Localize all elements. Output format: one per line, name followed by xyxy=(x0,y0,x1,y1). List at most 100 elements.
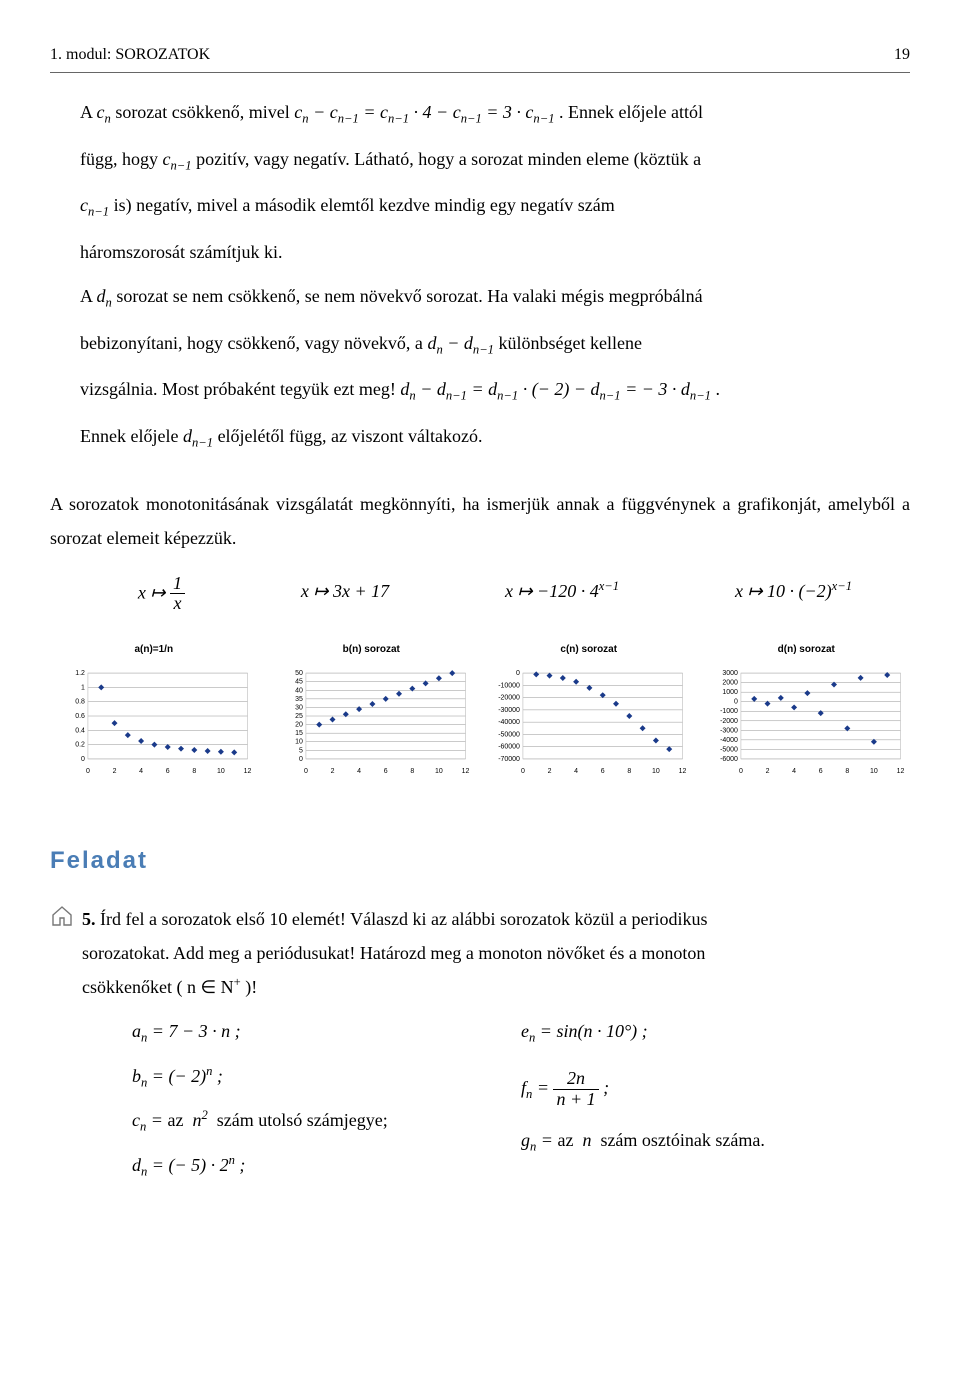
header-pagenum: 19 xyxy=(894,40,910,70)
text: . Ennek előjele attól xyxy=(559,102,703,122)
svg-text:0: 0 xyxy=(81,756,85,763)
svg-text:2: 2 xyxy=(765,768,769,775)
svg-text:10: 10 xyxy=(652,768,660,775)
svg-text:8: 8 xyxy=(410,768,414,775)
svg-text:10: 10 xyxy=(870,768,878,775)
text: függ, hogy xyxy=(80,149,163,169)
svg-text:-30000: -30000 xyxy=(498,707,520,714)
text: A xyxy=(80,286,97,306)
text: pozitív, vagy negatív. Látható, hogy a s… xyxy=(196,149,701,169)
page-header: 1. modul: SOROZATOK 19 xyxy=(50,40,910,73)
seq-d: dn = (− 5) · 2n ; xyxy=(132,1148,521,1185)
svg-text:0: 0 xyxy=(521,768,525,775)
svg-text:-10000: -10000 xyxy=(498,683,520,690)
svg-text:6: 6 xyxy=(383,768,387,775)
text: Ennek előjele xyxy=(80,426,183,446)
text: bebizonyítani, hogy csökkenő, vagy növek… xyxy=(80,333,427,353)
chart-c-svg: -70000-60000-50000-40000-30000-20000-100… xyxy=(489,667,689,777)
seq-b: bn = (− 2)n ; xyxy=(132,1059,521,1096)
text: + xyxy=(234,975,241,989)
svg-text:12: 12 xyxy=(461,768,469,775)
svg-text:-20000: -20000 xyxy=(498,695,520,702)
svg-text:2: 2 xyxy=(330,768,334,775)
svg-text:2: 2 xyxy=(548,768,552,775)
svg-text:-2000: -2000 xyxy=(720,718,738,725)
svg-text:-1000: -1000 xyxy=(720,708,738,715)
seq-a: an = 7 − 3 · n ; xyxy=(132,1014,521,1051)
chart-d-svg: -6000-5000-4000-3000-2000-10000100020003… xyxy=(707,667,907,777)
svg-text:6: 6 xyxy=(601,768,605,775)
svg-text:8: 8 xyxy=(845,768,849,775)
svg-text:-50000: -50000 xyxy=(498,732,520,739)
solution-text: A cn sorozat csökkenő, mivel cn − cn−1 =… xyxy=(80,95,910,455)
formula-3: x ↦ −120 · 4x−1 xyxy=(505,574,619,615)
svg-text:15: 15 xyxy=(295,730,303,737)
svg-text:10: 10 xyxy=(295,739,303,746)
svg-text:0: 0 xyxy=(299,756,303,763)
task-5: 5. Írd fel a sorozatok első 10 elemét! V… xyxy=(50,902,910,1193)
text: sorozat se nem csökkenő, se nem növekvő … xyxy=(116,286,702,306)
text: sorozat csökkenő, mivel xyxy=(115,102,294,122)
text: )! xyxy=(241,977,258,997)
svg-text:35: 35 xyxy=(295,696,303,703)
svg-text:0: 0 xyxy=(738,768,742,775)
svg-text:40: 40 xyxy=(295,687,303,694)
svg-text:30: 30 xyxy=(295,705,303,712)
chart-a: a(n)=1/n 00.20.40.60.811.2024681012 xyxy=(50,634,258,783)
chart-title: a(n)=1/n xyxy=(54,640,254,659)
sequence-definitions: an = 7 − 3 · n ; bn = (− 2)n ; cn = az n… xyxy=(132,1014,910,1192)
chart-c: c(n) sorozat -70000-60000-50000-40000-30… xyxy=(485,634,693,783)
seq-c: cn = az n2 szám utolsó számjegye; xyxy=(132,1103,521,1140)
svg-text:0: 0 xyxy=(86,768,90,775)
svg-text:1000: 1000 xyxy=(722,689,738,696)
svg-text:45: 45 xyxy=(295,679,303,686)
chart-a-svg: 00.20.40.60.811.2024681012 xyxy=(54,667,254,777)
svg-text:8: 8 xyxy=(627,768,631,775)
seq-e: en = sin(n · 10°) ; xyxy=(521,1014,910,1051)
formula-2: x ↦ 3x + 17 xyxy=(301,574,389,615)
svg-text:2: 2 xyxy=(113,768,117,775)
svg-text:0: 0 xyxy=(516,670,520,677)
seq-g: gn = az n szám osztóinak száma. xyxy=(521,1123,910,1160)
svg-text:0.6: 0.6 xyxy=(75,713,85,720)
svg-text:25: 25 xyxy=(295,713,303,720)
svg-text:20: 20 xyxy=(295,722,303,729)
svg-text:6: 6 xyxy=(818,768,822,775)
svg-text:0: 0 xyxy=(734,699,738,706)
svg-text:12: 12 xyxy=(679,768,687,775)
svg-text:-5000: -5000 xyxy=(720,747,738,754)
house-icon xyxy=(50,904,74,928)
svg-text:0: 0 xyxy=(303,768,307,775)
text: csökkenőket ( n ∈ N xyxy=(82,977,234,997)
text: is) negatív, mivel a második elemtől kez… xyxy=(114,195,615,215)
svg-text:2000: 2000 xyxy=(722,680,738,687)
seq-f: fn = 2nn + 1 ; xyxy=(521,1069,910,1110)
svg-text:1: 1 xyxy=(81,685,85,692)
svg-text:12: 12 xyxy=(244,768,252,775)
text: Írd fel a sorozatok első 10 elemét! Vála… xyxy=(100,909,707,929)
svg-text:-40000: -40000 xyxy=(498,719,520,726)
svg-text:-4000: -4000 xyxy=(720,737,738,744)
text: háromszorosát számítjuk ki. xyxy=(80,235,910,269)
svg-text:10: 10 xyxy=(435,768,443,775)
svg-text:5: 5 xyxy=(299,747,303,754)
svg-text:-60000: -60000 xyxy=(498,744,520,751)
svg-text:50: 50 xyxy=(295,670,303,677)
svg-text:4: 4 xyxy=(792,768,796,775)
svg-text:4: 4 xyxy=(139,768,143,775)
text: sorozatokat. Add meg a periódusukat! Hat… xyxy=(82,936,910,970)
chart-b-svg: 05101520253035404550024681012 xyxy=(272,667,472,777)
chart-d: d(n) sorozat -6000-5000-4000-3000-2000-1… xyxy=(703,634,911,783)
text: különbséget kellene xyxy=(498,333,641,353)
charts-row: a(n)=1/n 00.20.40.60.811.2024681012 b(n)… xyxy=(50,634,910,783)
svg-text:8: 8 xyxy=(192,768,196,775)
svg-text:1.2: 1.2 xyxy=(75,670,85,677)
svg-text:6: 6 xyxy=(166,768,170,775)
svg-text:12: 12 xyxy=(896,768,904,775)
svg-text:4: 4 xyxy=(574,768,578,775)
header-module: 1. modul: SOROZATOK xyxy=(50,40,210,70)
formula-row: x ↦ 1x x ↦ 3x + 17 x ↦ −120 · 4x−1 x ↦ 1… xyxy=(80,574,910,615)
svg-text:10: 10 xyxy=(217,768,225,775)
task-number: 5. xyxy=(82,909,96,929)
chart-title: c(n) sorozat xyxy=(489,640,689,659)
